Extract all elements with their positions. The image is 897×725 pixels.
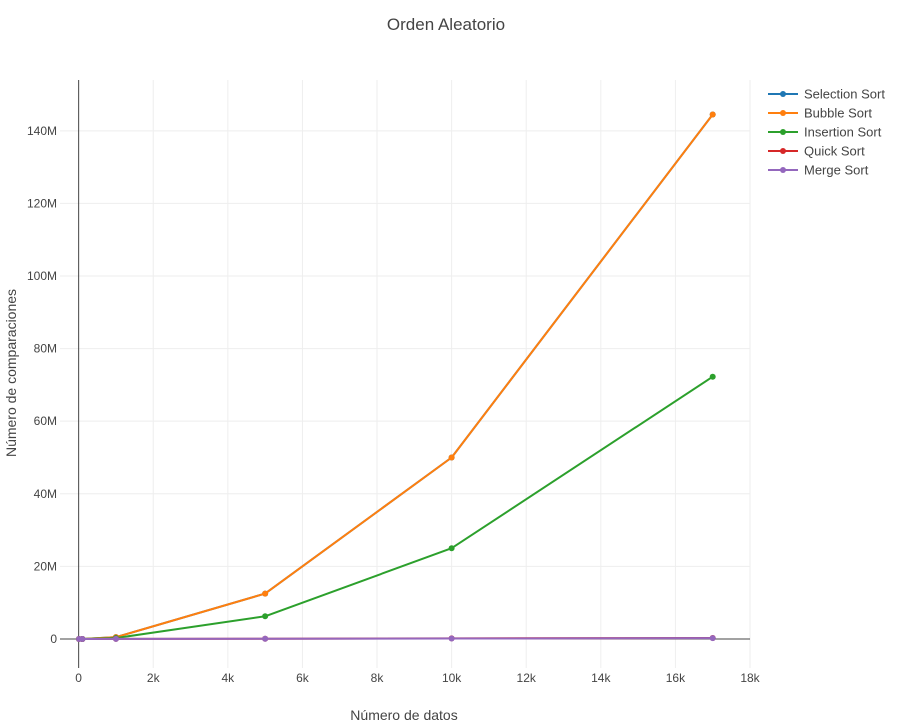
- series-insertion-sort: [76, 373, 716, 642]
- y-tick-label: 40M: [34, 487, 57, 501]
- data-point: [262, 590, 269, 597]
- x-tick-label: 4k: [221, 671, 235, 685]
- y-tick-label: 100M: [27, 269, 57, 283]
- y-axis-title: Número de comparaciones: [3, 289, 19, 457]
- x-tick-label: 0: [75, 671, 82, 685]
- series-line: [79, 113, 714, 640]
- legend-swatch-marker: [780, 167, 786, 173]
- legend-label: Selection Sort: [804, 87, 885, 102]
- legend-label: Quick Sort: [804, 144, 865, 159]
- series-line: [79, 375, 714, 640]
- data-point: [448, 545, 455, 552]
- series-merge-sort: [76, 635, 716, 642]
- legend[interactable]: Selection Sort Bubble Sort Insertion Sort Q…: [768, 87, 885, 178]
- legend-item[interactable]: Merge Sort: [768, 163, 869, 178]
- legend-item[interactable]: Insertion Sort: [768, 125, 882, 140]
- tick-labels: 0 2k 4k 6k 8k 10k 12k 14k 16k 18k 0 20M 40M 60M 80M 100…: [27, 124, 761, 685]
- chart-title: Orden Aleatorio: [387, 15, 505, 34]
- y-tick-label: 80M: [34, 342, 57, 356]
- series-bubble-sort: [76, 111, 716, 642]
- legend-label: Merge Sort: [804, 163, 869, 178]
- x-tick-label: 2k: [147, 671, 161, 685]
- legend-label: Insertion Sort: [804, 125, 882, 140]
- data-point: [709, 635, 716, 642]
- data-point: [262, 635, 269, 642]
- legend-swatch-marker: [780, 148, 786, 154]
- x-tick-label: 14k: [591, 671, 611, 685]
- y-tick-label: 120M: [27, 196, 57, 210]
- y-tick-label: 60M: [34, 414, 57, 428]
- data-point: [262, 613, 269, 620]
- axes: [60, 80, 750, 668]
- x-tick-label: 10k: [442, 671, 462, 685]
- y-tick-label: 140M: [27, 124, 57, 138]
- gridlines: [60, 80, 751, 668]
- legend-item[interactable]: Bubble Sort: [768, 106, 872, 121]
- y-tick-label: 20M: [34, 559, 57, 573]
- legend-swatch-marker: [780, 129, 786, 135]
- data-point: [79, 635, 86, 642]
- series-group: [76, 111, 716, 642]
- legend-item[interactable]: Quick Sort: [768, 144, 865, 159]
- data-point: [112, 635, 119, 642]
- x-axis-title: Número de datos: [350, 707, 457, 723]
- data-point: [709, 111, 716, 118]
- x-tick-label: 8k: [371, 671, 385, 685]
- x-tick-label: 12k: [517, 671, 537, 685]
- legend-label: Bubble Sort: [804, 106, 872, 121]
- y-tick-label: 0: [50, 632, 57, 646]
- x-tick-label: 6k: [296, 671, 310, 685]
- legend-item[interactable]: Selection Sort: [768, 87, 885, 102]
- series-selection-sort: [76, 111, 716, 642]
- data-point: [448, 454, 455, 461]
- legend-swatch-marker: [780, 110, 786, 116]
- series-line: [79, 637, 713, 640]
- x-tick-label: 18k: [740, 671, 760, 685]
- data-point: [709, 373, 716, 380]
- data-point: [448, 635, 455, 642]
- series-line: [79, 113, 714, 640]
- legend-swatch-marker: [780, 91, 786, 97]
- x-tick-label: 16k: [666, 671, 686, 685]
